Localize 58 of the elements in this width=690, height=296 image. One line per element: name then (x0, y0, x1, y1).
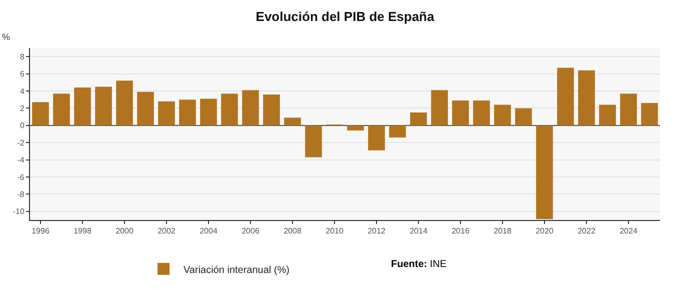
y-tick-label: 8 (20, 52, 25, 62)
bar (263, 94, 280, 126)
x-tick-label: 1998 (74, 226, 92, 236)
legend-label: Variación interanual (%) (184, 264, 290, 276)
x-tick-label: 2022 (578, 226, 596, 236)
x-tick-label: 2010 (326, 226, 344, 236)
x-tick-label: 2012 (368, 226, 386, 236)
bar (536, 125, 553, 220)
bar (74, 88, 91, 126)
bar (137, 92, 154, 126)
bar (578, 70, 595, 126)
x-tick-label: 2016 (452, 226, 470, 236)
x-tick-label: 2008 (284, 226, 302, 236)
bar (116, 80, 133, 126)
x-tick-label: 2018 (494, 226, 512, 236)
bar (158, 101, 175, 126)
x-tick-label: 2020 (536, 226, 554, 236)
y-axis-title: % (2, 32, 10, 42)
y-tick-label: -10 (12, 207, 25, 216)
source-note: Fuente: INE (391, 259, 447, 270)
bar (368, 125, 385, 150)
y-tick-label: 6 (20, 70, 25, 79)
bar (347, 125, 364, 131)
bar (557, 68, 574, 126)
bar (200, 98, 217, 126)
bar (599, 104, 616, 126)
bar (32, 102, 49, 126)
x-tick-label: 2004 (200, 226, 218, 236)
y-tick-label: -8 (17, 190, 25, 199)
x-tick-label: 2014 (410, 226, 428, 236)
bar (284, 118, 301, 126)
y-tick-label: 0 (20, 121, 25, 130)
y-tick-label: -6 (17, 172, 25, 182)
bar (452, 100, 469, 126)
bar (620, 94, 637, 126)
y-tick-label: 4 (20, 86, 25, 96)
y-tick-label: -4 (17, 156, 25, 165)
bar (389, 125, 406, 138)
bar (641, 103, 658, 126)
bar (305, 125, 322, 158)
y-tick-label: -2 (17, 138, 25, 148)
x-tick-label: 1996 (32, 226, 50, 236)
x-tick-label: 2002 (158, 226, 176, 236)
bar (431, 90, 448, 126)
bar (221, 94, 238, 126)
bar (410, 112, 427, 126)
x-tick-label: 2000 (116, 226, 134, 236)
bar (515, 108, 532, 126)
y-tick-label: 2 (20, 104, 25, 113)
chart-title: Evolución del PIB de España (256, 8, 435, 24)
bar (95, 86, 112, 126)
bar (494, 104, 511, 126)
x-tick-label: 2024 (620, 226, 638, 236)
bar (53, 94, 70, 126)
bar (179, 100, 196, 126)
bar (473, 100, 490, 126)
bar (242, 90, 259, 126)
x-tick-label: 2006 (242, 226, 260, 236)
